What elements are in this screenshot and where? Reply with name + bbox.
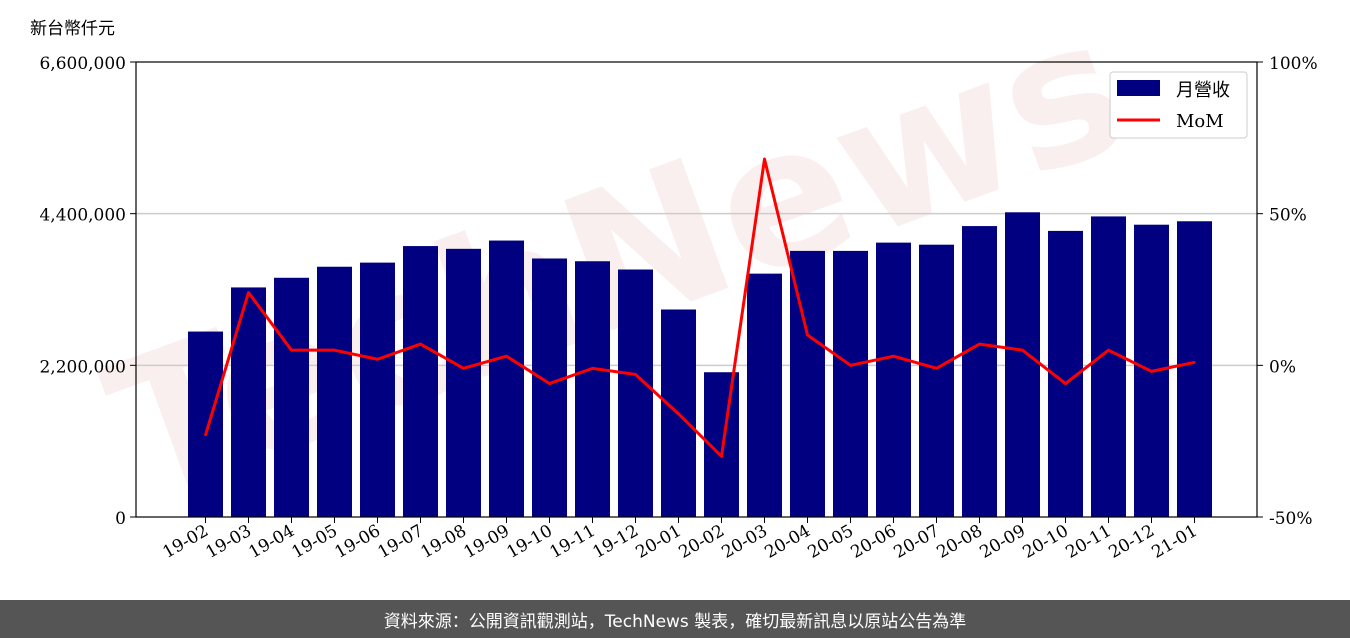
x-tick-label: 19-07 [375, 521, 427, 563]
legend: 月營收 MoM [1109, 71, 1248, 139]
bar [532, 258, 567, 517]
bar [403, 246, 438, 517]
mom-point [591, 367, 594, 370]
x-tick-label: 19-04 [246, 521, 298, 563]
x-tick-label: 20-08 [934, 521, 986, 563]
bar [317, 266, 352, 517]
mom-point [935, 367, 938, 370]
x-tick-label: 19-05 [289, 521, 341, 563]
mom-point [548, 382, 551, 385]
x-tick-label: 21-01 [1149, 521, 1201, 563]
x-tick-label: 19-09 [461, 521, 513, 563]
bar [962, 226, 997, 518]
x-tick-label: 20-01 [633, 521, 685, 563]
bar [274, 277, 309, 517]
y-unit-label: 新台幣仟元 [30, 19, 115, 39]
x-tick-label: 20-04 [762, 521, 814, 563]
mom-point [978, 342, 981, 346]
mom-line-series [204, 157, 1196, 458]
y-tick-label: 4,400,000 [39, 206, 126, 226]
y2-tick-label: -50% [1269, 509, 1313, 529]
mom-point [763, 157, 766, 161]
x-tick-label: 20-12 [1106, 521, 1158, 563]
mom-point [204, 433, 207, 437]
mom-point [290, 348, 293, 352]
x-tick-label: 20-10 [1020, 521, 1072, 563]
x-tick-label: 20-05 [805, 521, 857, 563]
bar [618, 269, 653, 517]
mom-point [376, 358, 379, 361]
mom-point [677, 412, 680, 416]
x-tick-label: 20-11 [1063, 521, 1115, 563]
legend-swatch-bar [1117, 80, 1160, 96]
x-tick-label: 20-06 [848, 521, 900, 563]
x-tick-label: 20-02 [676, 521, 728, 563]
y-tick-label: 2,200,000 [39, 357, 126, 377]
mom-point [806, 333, 809, 337]
x-axis: 19-0219-0319-0419-0519-0619-0719-0819-09… [160, 517, 1201, 563]
bar-series [188, 212, 1212, 518]
x-tick-label: 19-08 [418, 521, 470, 563]
x-tick-label: 19-06 [332, 521, 384, 563]
bar [1091, 216, 1126, 517]
plot-frame [135, 61, 1258, 518]
mom-point [1150, 370, 1153, 373]
y2-tick-label: 50% [1269, 206, 1307, 226]
bar [790, 250, 825, 518]
mom-point [333, 348, 336, 352]
mom-point [892, 355, 895, 358]
mom-point [247, 291, 250, 294]
bar [446, 248, 481, 518]
bar [833, 250, 868, 518]
mom-point [1064, 382, 1067, 385]
legend-label-revenue: 月營收 [1176, 80, 1230, 101]
x-tick-label: 20-09 [977, 521, 1029, 563]
mom-point [720, 455, 723, 458]
y2-tick-label: 0% [1269, 357, 1296, 377]
mom-line [204, 157, 1195, 458]
y-axis-right: -50% 0% 50% 100% [1257, 54, 1318, 529]
bar [575, 261, 610, 517]
mom-point [1107, 348, 1110, 352]
footer-source-note: 資料來源：公開資訊觀測站，TechNews 製表，確切最新訊息以原站公告為準 [0, 600, 1350, 638]
x-tick-label: 19-03 [203, 521, 255, 563]
mom-point [462, 367, 465, 370]
bar [1177, 221, 1212, 517]
mom-point [1193, 361, 1196, 364]
x-tick-label: 19-12 [590, 521, 642, 563]
mom-point [1021, 348, 1024, 352]
x-tick-label: 19-11 [547, 521, 599, 563]
y-tick-label: 0 [115, 509, 126, 529]
mom-point [419, 342, 422, 346]
x-tick-label: 19-10 [504, 521, 556, 563]
bar [231, 287, 266, 517]
y-tick-label: 6,600,000 [39, 54, 126, 74]
x-tick-label: 20-03 [719, 521, 771, 563]
mom-point [505, 355, 508, 358]
mom-point [849, 364, 852, 367]
bar [188, 331, 223, 517]
bar [1005, 212, 1040, 517]
bar [360, 262, 395, 517]
bar [747, 273, 782, 517]
bar [919, 244, 954, 517]
mom-point [634, 373, 637, 376]
y2-tick-label: 100% [1269, 54, 1318, 74]
legend-label-mom: MoM [1176, 111, 1224, 132]
bar [876, 242, 911, 517]
y-axis-left: 0 2,200,000 4,400,000 6,600,000 [39, 54, 136, 529]
x-tick-label: 20-07 [891, 521, 943, 563]
bar [489, 240, 524, 517]
